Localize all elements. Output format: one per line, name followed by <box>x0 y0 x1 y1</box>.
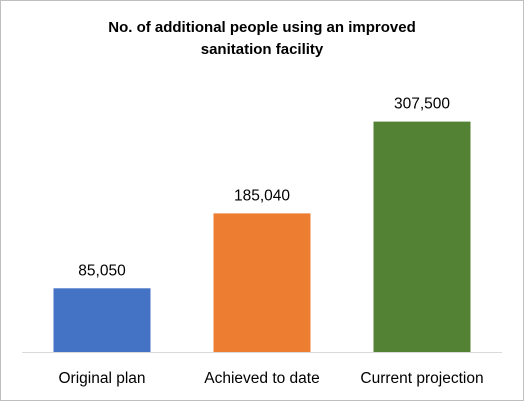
value-label-2: 307,500 <box>394 96 450 113</box>
value-label-0: 85,050 <box>78 262 126 279</box>
category-label-1: Achieved to date <box>204 370 319 387</box>
bar-1 <box>213 213 311 352</box>
value-label-1: 185,040 <box>234 187 290 204</box>
chart-title-line-1: No. of additional people using an improv… <box>108 19 416 36</box>
chart-title-line-2: sanitation facility <box>200 41 324 58</box>
category-label-0: Original plan <box>58 370 145 387</box>
bar-0 <box>53 288 151 352</box>
category-label-2: Current projection <box>360 370 483 387</box>
chart-title: No. of additional people using an improv… <box>21 17 503 61</box>
bar-2 <box>373 121 471 352</box>
